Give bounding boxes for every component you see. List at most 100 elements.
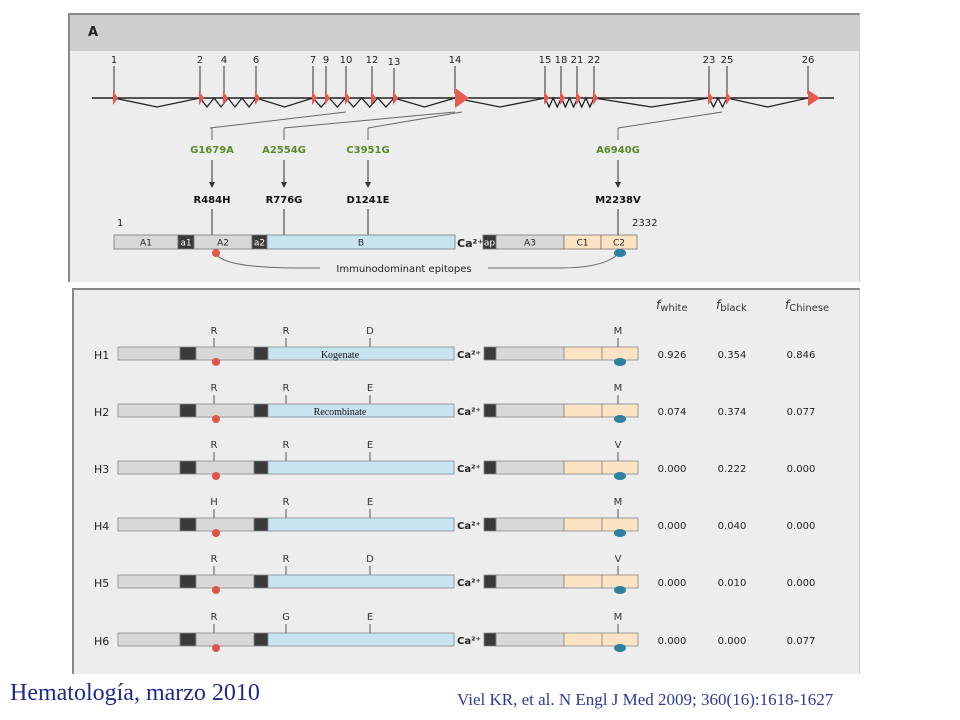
exon-block <box>325 91 330 105</box>
domain-segment <box>483 517 497 532</box>
exon-label: 6 <box>253 55 259 66</box>
nucleotide-change: G1679A <box>190 145 234 156</box>
domain-segment <box>267 574 455 589</box>
calcium-label: Ca²⁺ <box>457 636 481 647</box>
domain-segment <box>195 403 255 418</box>
residue-label: D <box>366 326 374 337</box>
domain-segment <box>195 574 255 589</box>
haplotype-row: H2 R R E M Ca²⁺ 0.074 0.374 0.077 Recombinate <box>94 383 815 423</box>
domain-segment <box>495 403 565 418</box>
intron-zigzag <box>199 96 257 109</box>
domain-segment <box>195 632 255 647</box>
freq-white: 0.000 <box>658 636 687 647</box>
calcium-label: Ca²⁺ <box>457 521 481 532</box>
freq-header: fwhite <box>656 298 688 314</box>
calcium-label: Ca²⁺ <box>457 350 481 361</box>
domain-segment <box>179 460 197 475</box>
intron-zigzag <box>544 96 595 109</box>
domain-segment <box>117 574 181 589</box>
intron-zigzag <box>593 97 710 108</box>
domain-segment <box>483 632 497 647</box>
domain-segment <box>253 517 269 532</box>
domain-segment <box>253 403 269 418</box>
domain-segment <box>253 632 269 647</box>
exon-label: 15 <box>539 55 552 66</box>
domain-label: A2 <box>217 239 229 249</box>
domain-segment <box>563 346 603 361</box>
freq-black: 0.010 <box>718 578 747 589</box>
intron-zigzag <box>726 97 809 108</box>
freq-chinese: 0.077 <box>787 407 816 418</box>
exon-label: 1 <box>111 55 117 66</box>
exon-block <box>726 91 731 105</box>
domain-segment <box>267 517 455 532</box>
domain-label: B <box>358 239 364 249</box>
domain-segment <box>563 517 603 532</box>
domain-label: C2 <box>613 239 625 249</box>
freq-white: 0.000 <box>658 578 687 589</box>
domain-segment <box>267 460 455 475</box>
freq-chinese: 0.000 <box>787 578 816 589</box>
haplotype-row: H6 R G E M Ca²⁺ 0.000 0.000 0.077 <box>94 612 815 652</box>
freq-white: 0.926 <box>658 350 687 361</box>
residue-label: G <box>282 612 290 623</box>
exon-block <box>576 91 581 105</box>
haplotype-name: H2 <box>94 406 109 419</box>
domain-label: a2 <box>254 239 265 249</box>
epitope-dot-c2 <box>614 249 626 257</box>
freq-chinese: 0.846 <box>787 350 816 361</box>
domain-segment <box>117 403 181 418</box>
haplotype-row: H1 R R D M Ca²⁺ 0.926 0.354 0.846 Kogenate <box>94 326 815 366</box>
epitope-bracket <box>488 255 617 269</box>
exon-block <box>199 91 204 105</box>
domain-segment <box>267 346 455 361</box>
freq-chinese: 0.000 <box>787 464 816 475</box>
panel-a-header: A <box>70 15 859 51</box>
domain-label: A3 <box>524 239 536 249</box>
residue-label: M <box>614 497 623 508</box>
exon-label: 2 <box>197 55 203 66</box>
epitope-dot-c2 <box>614 586 626 594</box>
haplotype-name: H5 <box>94 577 109 590</box>
epitope-dot-c2 <box>614 529 626 537</box>
freq-chinese: 0.077 <box>787 636 816 647</box>
domain-segment <box>117 517 181 532</box>
product-label: Kogenate <box>321 350 360 361</box>
exon-label: 23 <box>703 55 716 66</box>
domain-segment <box>117 460 181 475</box>
epitope-dot-c2 <box>614 472 626 480</box>
epitope-dot-a2 <box>212 644 220 652</box>
exon-block <box>113 91 118 105</box>
epitope-dot-a2 <box>212 415 220 423</box>
freq-black: 0.354 <box>718 350 747 361</box>
residue-label: R <box>211 383 218 394</box>
domain-segment <box>195 346 255 361</box>
exon-block <box>371 91 376 105</box>
domain-segment <box>483 460 497 475</box>
intron-zigzag <box>113 97 201 108</box>
protein-end: 2332 <box>632 218 657 229</box>
freq-chinese: 0.000 <box>787 521 816 532</box>
residue-label: M <box>614 383 623 394</box>
freq-white: 0.074 <box>658 407 687 418</box>
haplotype-name: H6 <box>94 635 109 648</box>
freq-white: 0.000 <box>658 464 687 475</box>
haplotype-name: H1 <box>94 349 109 362</box>
epitope-dot-a2 <box>212 472 220 480</box>
domain-segment <box>179 346 197 361</box>
domain-label: A1 <box>140 239 152 249</box>
exon-label: 26 <box>802 55 815 66</box>
domain-segment <box>195 517 255 532</box>
calcium-label: Ca²⁺ <box>457 237 483 250</box>
protein-change: D1241E <box>347 195 390 206</box>
exon-14-block <box>455 88 469 108</box>
exon-label: 22 <box>588 55 601 66</box>
residue-label: E <box>367 383 373 394</box>
intron-zigzag <box>393 97 456 108</box>
residue-label: R <box>283 554 290 565</box>
mutation-arrowhead <box>209 182 215 188</box>
intron-zigzag <box>255 97 314 108</box>
protein-change: R776G <box>266 195 303 206</box>
exon-block <box>708 91 713 105</box>
epitope-bracket <box>217 255 320 269</box>
